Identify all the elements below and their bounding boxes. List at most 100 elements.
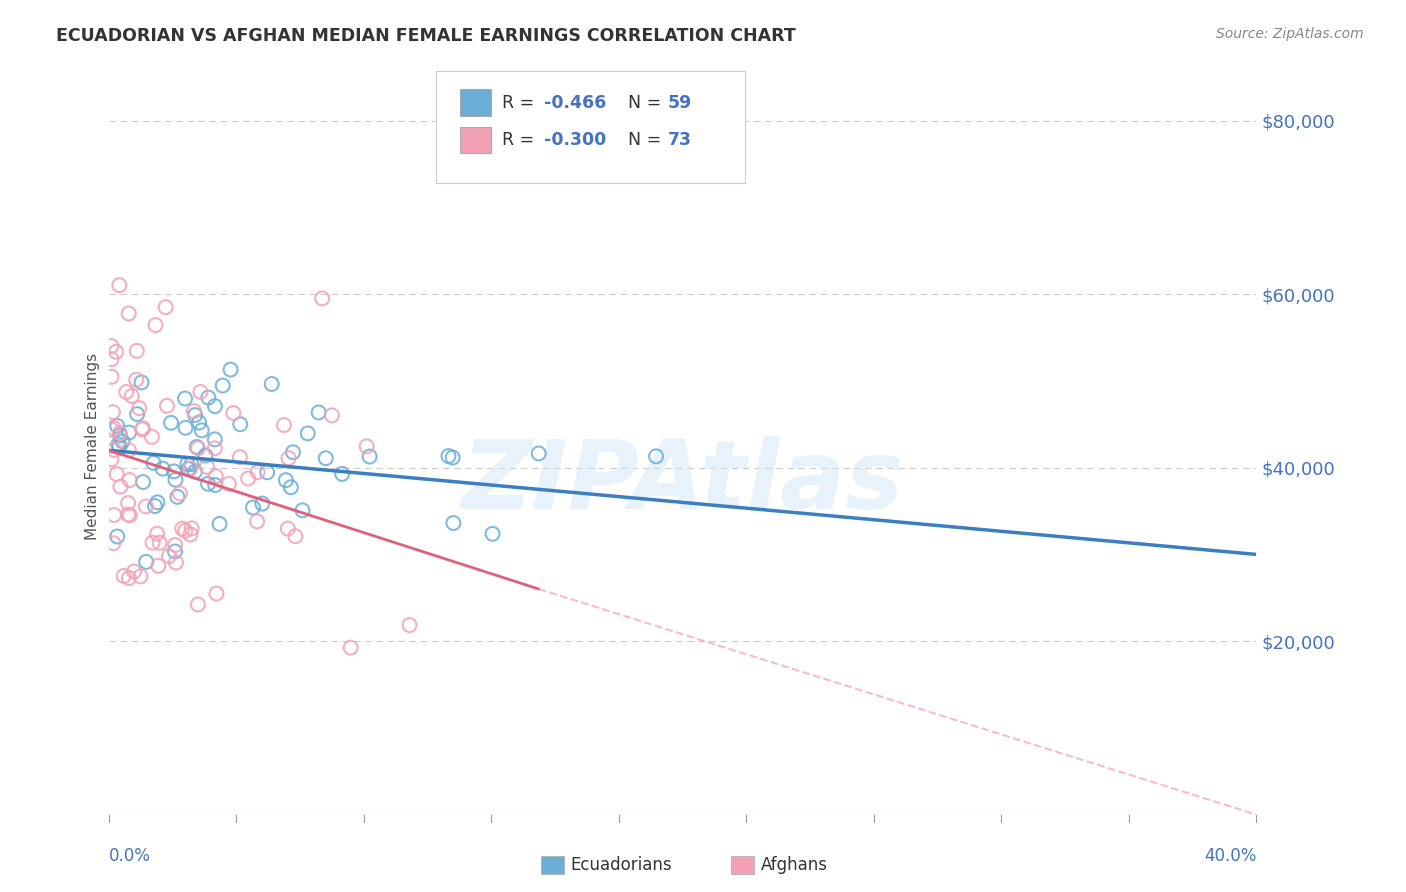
Text: 40.0%: 40.0%: [1204, 847, 1256, 865]
Point: [101, 405, 124, 419]
Point: [118, 306, 141, 320]
Point: [174, 392, 197, 406]
Point: [169, 486, 191, 500]
Point: [481, 526, 503, 541]
Point: [103, 536, 125, 550]
Point: [321, 409, 343, 423]
Point: [284, 529, 307, 543]
Point: [194, 449, 217, 463]
Point: [148, 558, 170, 573]
Point: [132, 475, 155, 489]
Point: [236, 471, 259, 485]
Text: 59: 59: [668, 94, 692, 112]
Point: [211, 378, 233, 392]
Point: [165, 556, 187, 570]
Point: [152, 461, 174, 475]
Text: N =: N =: [617, 94, 666, 112]
Point: [107, 437, 129, 451]
Point: [229, 450, 252, 465]
Point: [246, 515, 269, 529]
Point: [142, 535, 165, 549]
Text: ECUADORIAN VS AFGHAN MEDIAN FEMALE EARNINGS CORRELATION CHART: ECUADORIAN VS AFGHAN MEDIAN FEMALE EARNI…: [56, 27, 796, 45]
Point: [277, 451, 299, 466]
Point: [163, 544, 186, 558]
Point: [118, 508, 141, 523]
Point: [274, 473, 297, 487]
Point: [118, 443, 141, 458]
Point: [184, 408, 207, 422]
Point: [339, 640, 361, 655]
Point: [330, 467, 353, 481]
Point: [273, 418, 295, 433]
Point: [441, 450, 464, 465]
Point: [145, 318, 167, 332]
Point: [208, 516, 231, 531]
Point: [174, 524, 197, 538]
Point: [100, 369, 122, 384]
Point: [186, 440, 208, 454]
Point: [180, 521, 202, 535]
Point: [122, 565, 145, 579]
Point: [179, 461, 201, 475]
Point: [187, 598, 209, 612]
Point: [204, 478, 226, 492]
Point: [441, 516, 464, 530]
Point: [527, 446, 550, 460]
Text: 73: 73: [668, 131, 692, 149]
Point: [160, 416, 183, 430]
Point: [118, 425, 141, 440]
Point: [129, 569, 152, 583]
Text: 0.0%: 0.0%: [108, 847, 150, 865]
Point: [172, 522, 194, 536]
Point: [184, 465, 207, 479]
Text: N =: N =: [617, 131, 666, 149]
Point: [195, 459, 218, 474]
Point: [437, 449, 460, 463]
Point: [204, 433, 226, 447]
Point: [188, 416, 211, 430]
Point: [108, 428, 131, 442]
Point: [398, 618, 420, 632]
Point: [100, 423, 122, 437]
Point: [260, 376, 283, 391]
Point: [163, 464, 186, 478]
Point: [204, 469, 226, 483]
Point: [117, 508, 139, 522]
Point: [197, 391, 219, 405]
Text: ZIPAtlas: ZIPAtlas: [461, 436, 904, 529]
Point: [280, 480, 302, 494]
Point: [105, 467, 128, 482]
Point: [204, 399, 226, 413]
Point: [252, 497, 274, 511]
Point: [103, 442, 125, 457]
Point: [112, 569, 135, 583]
Point: [118, 571, 141, 585]
Text: Ecuadorians: Ecuadorians: [571, 856, 672, 874]
Point: [359, 450, 381, 464]
Point: [108, 440, 131, 454]
Point: [180, 457, 202, 471]
Text: Afghans: Afghans: [761, 856, 828, 874]
Point: [177, 462, 200, 476]
Point: [190, 384, 212, 399]
Point: [128, 401, 150, 416]
Point: [197, 476, 219, 491]
Point: [179, 527, 201, 541]
Point: [277, 522, 299, 536]
Point: [125, 373, 148, 387]
Point: [165, 538, 187, 552]
Point: [222, 406, 245, 420]
Point: [115, 384, 138, 399]
Point: [131, 376, 153, 390]
Point: [125, 343, 148, 358]
Point: [246, 465, 269, 479]
Point: [103, 421, 125, 435]
Point: [135, 555, 157, 569]
Text: R =: R =: [502, 94, 540, 112]
Point: [311, 292, 333, 306]
Point: [108, 426, 131, 441]
Point: [108, 278, 131, 293]
Point: [131, 422, 153, 436]
Point: [183, 404, 205, 418]
Point: [146, 495, 169, 509]
